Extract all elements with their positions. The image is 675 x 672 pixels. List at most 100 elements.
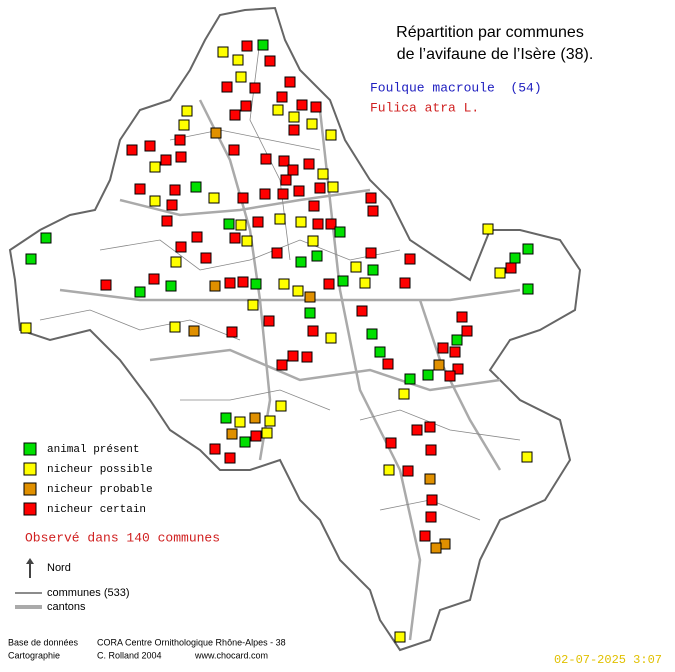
commune-marker [307, 325, 319, 337]
commune-marker [411, 424, 423, 436]
commune-marker [40, 232, 52, 244]
commune-marker [250, 278, 262, 290]
commune-marker [224, 277, 236, 289]
commune-marker [426, 494, 438, 506]
commune-marker [367, 205, 379, 217]
commune-marker [226, 326, 238, 338]
commune-marker [237, 276, 249, 288]
commune-marker [284, 76, 296, 88]
commune-marker [288, 124, 300, 136]
commune-marker [260, 153, 272, 165]
canton-lines [59, 99, 521, 641]
commune-marker [25, 253, 37, 265]
commune-marker [166, 199, 178, 211]
commune-marker [437, 342, 449, 354]
commune-marker [505, 262, 517, 274]
observed-count: Observé dans 140 communes [25, 530, 220, 545]
commune-marker [404, 373, 416, 385]
line-legend-label: cantons [47, 601, 86, 613]
legend-label: nicheur possible [47, 464, 153, 476]
commune-marker [149, 195, 161, 207]
commune-marker [249, 412, 261, 424]
line-legend-label: communes (533) [47, 587, 130, 599]
commune-marker [210, 127, 222, 139]
commune-marker [337, 275, 349, 287]
commune-marker [293, 185, 305, 197]
commune-marker [382, 358, 394, 370]
species-common-name: Foulque macroule (54) [370, 80, 542, 95]
credit-value: C. Rolland 2004 [97, 650, 162, 660]
commune-marker [509, 252, 521, 264]
north-arrow-head [26, 558, 34, 564]
commune-marker [178, 119, 190, 131]
commune-marker [311, 250, 323, 262]
credit-label: Base de données [8, 637, 79, 647]
commune-marker [307, 235, 319, 247]
commune-marker [334, 226, 346, 238]
commune-marker [314, 182, 326, 194]
commune-marker [229, 232, 241, 244]
commune-marker [444, 370, 456, 382]
commune-marker [276, 359, 288, 371]
commune-marker [235, 71, 247, 83]
commune-marker [301, 351, 313, 363]
commune-marker [224, 452, 236, 464]
commune-marker [451, 334, 463, 346]
commune-marker [257, 39, 269, 51]
commune-marker [149, 161, 161, 173]
commune-marker [325, 332, 337, 344]
commune-marker [241, 40, 253, 52]
commune-marker [323, 278, 335, 290]
commune-marker [385, 437, 397, 449]
commune-marker [424, 473, 436, 485]
commune-marker [20, 322, 32, 334]
commune-marker [161, 215, 173, 227]
legend-swatch [23, 462, 37, 476]
commune-marker [383, 464, 395, 476]
commune-marker [200, 252, 212, 264]
commune-marker [430, 542, 442, 554]
commune-marker [126, 144, 138, 156]
commune-marker [148, 273, 160, 285]
commune-marker [277, 188, 289, 200]
commune-marker [229, 109, 241, 121]
commune-marker [169, 321, 181, 333]
commune-marker [402, 465, 414, 477]
commune-marker [261, 427, 273, 439]
commune-marker [221, 81, 233, 93]
commune-marker [271, 247, 283, 259]
commune-marker [134, 183, 146, 195]
commune-marker [278, 155, 290, 167]
commune-marker [304, 307, 316, 319]
commune-marker [308, 200, 320, 212]
commune-marker [521, 451, 533, 463]
commune-marker [175, 151, 187, 163]
legend-swatch [23, 442, 37, 456]
commune-marker [234, 416, 246, 428]
legend-label: nicheur certain [47, 504, 146, 516]
credit-label: Cartographie [8, 650, 60, 660]
credit-site: www.chocard.com [194, 650, 268, 660]
commune-marker [220, 412, 232, 424]
commune-marker [247, 299, 259, 311]
commune-marker [232, 54, 244, 66]
commune-marker [208, 192, 220, 204]
north-label: Nord [47, 562, 71, 574]
commune-marker [306, 118, 318, 130]
commune-marker [235, 219, 247, 231]
department-outline [8, 6, 582, 652]
title-line: Répartition par communes [396, 24, 584, 41]
commune-marker [367, 264, 379, 276]
commune-marker [287, 164, 299, 176]
commune-marker [160, 154, 172, 166]
commune-marker [144, 140, 156, 152]
commune-marker [252, 216, 264, 228]
commune-marker [356, 305, 368, 317]
commune-marker [278, 278, 290, 290]
commune-marker [494, 267, 506, 279]
commune-marker [449, 346, 461, 358]
commune-marker [394, 631, 406, 643]
commune-marker [241, 235, 253, 247]
commune-marker [174, 134, 186, 146]
commune-marker [522, 243, 534, 255]
